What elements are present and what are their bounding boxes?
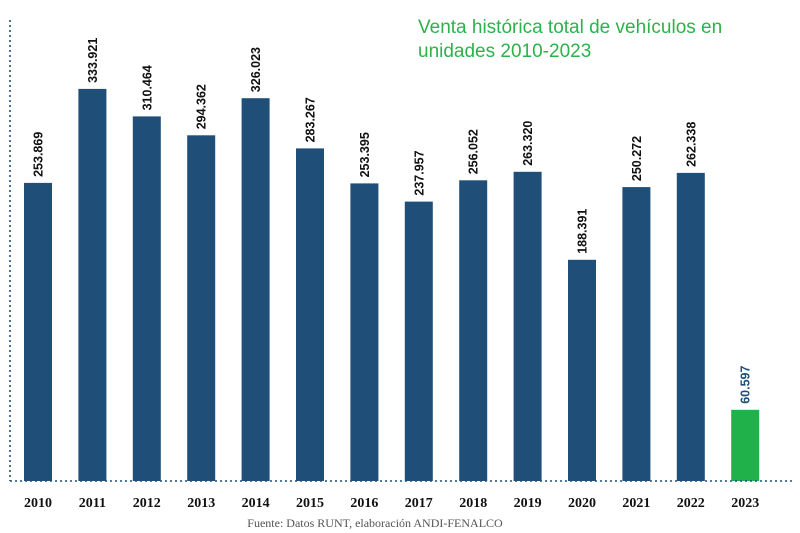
x-tick-label-2014: 2014 [242,496,270,511]
bar-2020 [568,259,596,481]
x-tick-label-2013: 2013 [187,496,215,511]
value-label-2022: 262.338 [684,122,698,167]
x-tick-label-2019: 2019 [514,496,542,511]
bar-2015 [296,148,324,481]
value-label-2019: 263.320 [521,121,535,166]
bar-2019 [513,171,542,482]
bar-2022 [676,172,705,481]
value-label-2010: 253.869 [32,132,46,177]
value-label-2015: 283.267 [304,97,318,142]
value-label-2021: 250.272 [630,136,644,181]
bar-2011 [78,88,107,482]
value-labels-group: 253.869 333.921 310.464 294.362 326.023 283.2… [32,38,753,404]
bar-2018 [459,180,488,482]
bar-2017 [404,201,433,481]
value-label-2011: 333.921 [86,38,100,83]
source-note: Fuente: Datos RUNT, elaboración ANDI-FEN… [247,516,503,530]
x-tick-label-2018: 2018 [459,496,487,511]
bar-2016 [350,183,379,481]
x-tick-label-2022: 2022 [677,496,705,511]
bars-group [24,88,760,482]
x-tick-label-2015: 2015 [296,496,324,511]
bar-2021 [622,187,651,481]
value-label-2018: 256.052 [467,129,481,174]
chart-title-line-1: Venta histórica total de vehículos en [418,17,722,38]
x-tick-label-2017: 2017 [405,496,433,511]
value-label-2016: 253.395 [358,132,372,177]
bar-2014 [241,98,270,481]
bar-2023 [731,409,760,481]
value-label-2020: 188.391 [576,209,590,254]
bar-2013 [187,135,216,482]
x-tick-label-2010: 2010 [24,496,52,511]
value-label-2023: 60.597 [739,366,753,404]
bar-2012 [132,116,161,482]
x-tick-label-2012: 2012 [133,496,161,511]
value-label-2017: 237.957 [412,150,426,195]
x-tick-label-2020: 2020 [568,496,596,511]
bar-2010 [24,182,52,481]
value-label-2014: 326.023 [249,47,263,92]
chart-title-line-2: unidades 2010-2023 [418,41,591,62]
x-tick-label-2021: 2021 [622,496,650,511]
value-label-2012: 310.464 [140,65,154,110]
x-tick-label-2023: 2023 [731,496,759,511]
value-label-2013: 294.362 [195,84,209,129]
x-tick-label-2016: 2016 [350,496,378,511]
x-tick-labels-group: 2010 2011 2012 2013 2014 2015 2016 2017 2018 2019… [24,496,759,511]
x-tick-label-2011: 2011 [79,496,106,511]
